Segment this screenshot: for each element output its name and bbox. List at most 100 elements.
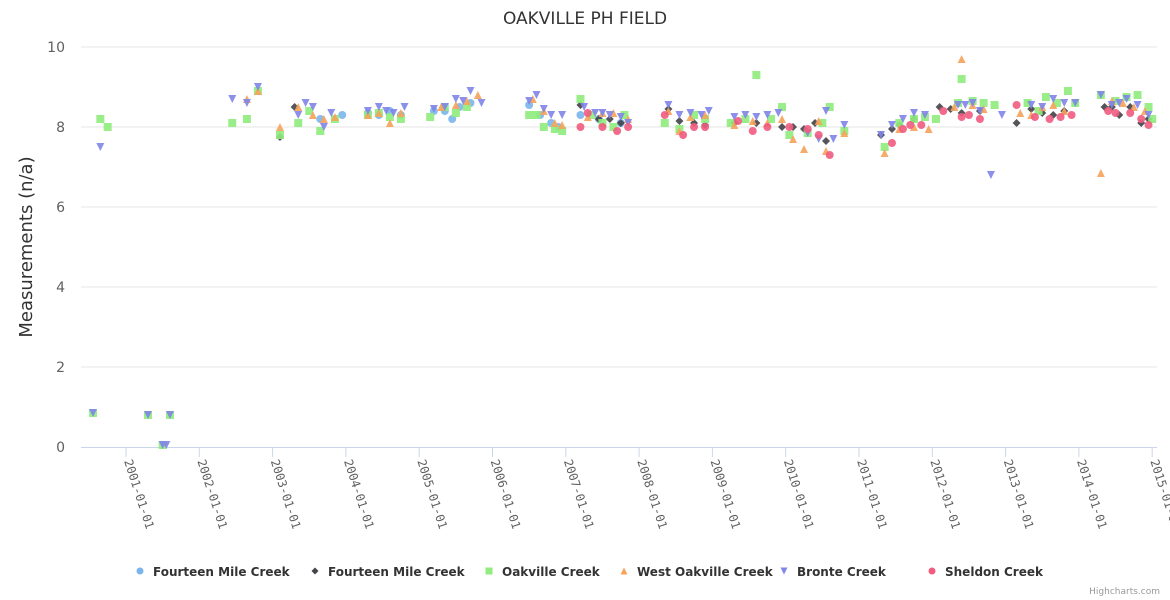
- data-point[interactable]: [89, 409, 98, 417]
- data-point[interactable]: [701, 111, 710, 119]
- data-point[interactable]: [748, 117, 757, 125]
- data-point[interactable]: [917, 121, 926, 129]
- data-point[interactable]: [162, 441, 171, 449]
- data-point[interactable]: [374, 109, 383, 117]
- data-point[interactable]: [1049, 95, 1058, 103]
- data-point[interactable]: [1038, 103, 1047, 111]
- data-point[interactable]: [1067, 111, 1076, 119]
- data-point[interactable]: [301, 99, 310, 107]
- data-point[interactable]: [382, 107, 391, 115]
- data-point[interactable]: [895, 119, 904, 127]
- data-point[interactable]: [752, 71, 761, 79]
- data-point[interactable]: [253, 83, 262, 91]
- data-point[interactable]: [624, 123, 633, 131]
- data-point[interactable]: [789, 135, 798, 143]
- data-point[interactable]: [330, 113, 339, 121]
- data-point[interactable]: [957, 55, 966, 63]
- data-point[interactable]: [525, 111, 534, 119]
- data-point[interactable]: [778, 115, 787, 123]
- legend-item[interactable]: Bronte Creek: [780, 565, 887, 579]
- data-point[interactable]: [734, 117, 743, 125]
- data-point[interactable]: [385, 119, 394, 127]
- data-point[interactable]: [451, 95, 460, 103]
- data-point[interactable]: [726, 119, 735, 127]
- data-point[interactable]: [997, 111, 1006, 119]
- data-point[interactable]: [605, 111, 614, 119]
- data-point[interactable]: [840, 129, 849, 137]
- data-point[interactable]: [953, 101, 962, 109]
- data-point[interactable]: [308, 111, 317, 119]
- data-point[interactable]: [558, 127, 567, 135]
- data-point[interactable]: [1041, 93, 1050, 101]
- data-point[interactable]: [785, 123, 794, 131]
- data-point[interactable]: [609, 123, 618, 131]
- data-point[interactable]: [598, 123, 607, 131]
- data-point[interactable]: [96, 143, 105, 151]
- data-point[interactable]: [1144, 103, 1153, 111]
- data-point[interactable]: [909, 115, 918, 123]
- data-point[interactable]: [898, 125, 907, 133]
- data-point[interactable]: [558, 121, 567, 129]
- data-point[interactable]: [1096, 169, 1105, 177]
- data-point[interactable]: [316, 127, 325, 135]
- data-point[interactable]: [939, 107, 948, 115]
- data-point[interactable]: [979, 99, 988, 107]
- data-point[interactable]: [1144, 121, 1153, 129]
- data-point[interactable]: [558, 111, 567, 119]
- data-point[interactable]: [1012, 119, 1021, 127]
- legend-item[interactable]: West Oakville Creek: [620, 565, 774, 579]
- data-point[interactable]: [440, 103, 449, 111]
- data-point[interactable]: [462, 103, 471, 111]
- data-point[interactable]: [96, 115, 105, 123]
- data-point[interactable]: [308, 103, 317, 111]
- data-point[interactable]: [1049, 101, 1058, 109]
- data-point[interactable]: [550, 125, 559, 133]
- data-point[interactable]: [701, 123, 710, 131]
- data-point[interactable]: [1137, 115, 1146, 123]
- data-point[interactable]: [990, 101, 999, 109]
- data-point[interactable]: [165, 411, 174, 419]
- data-point[interactable]: [587, 111, 596, 119]
- data-point[interactable]: [451, 101, 460, 109]
- data-point[interactable]: [459, 97, 468, 105]
- data-point[interactable]: [957, 113, 966, 121]
- data-point[interactable]: [294, 119, 303, 127]
- data-point[interactable]: [389, 109, 398, 117]
- data-point[interactable]: [961, 101, 970, 109]
- data-point[interactable]: [778, 123, 787, 131]
- data-point[interactable]: [338, 111, 347, 119]
- data-point[interactable]: [880, 143, 889, 151]
- data-point[interactable]: [1126, 109, 1135, 117]
- data-point[interactable]: [1023, 99, 1032, 107]
- data-point[interactable]: [906, 121, 915, 129]
- legend-item[interactable]: Fourteen Mile Creek: [136, 565, 291, 579]
- data-point[interactable]: [363, 107, 372, 115]
- data-point[interactable]: [616, 113, 625, 121]
- data-point[interactable]: [920, 111, 929, 119]
- data-point[interactable]: [275, 123, 284, 131]
- data-point[interactable]: [1027, 101, 1036, 109]
- data-point[interactable]: [975, 115, 984, 123]
- data-point[interactable]: [1133, 101, 1142, 109]
- data-point[interactable]: [591, 109, 600, 117]
- data-point[interactable]: [803, 125, 812, 133]
- data-point[interactable]: [1071, 99, 1080, 107]
- data-point[interactable]: [580, 103, 589, 111]
- data-point[interactable]: [319, 123, 328, 131]
- data-point[interactable]: [763, 111, 772, 119]
- data-point[interactable]: [539, 123, 548, 131]
- data-point[interactable]: [690, 123, 699, 131]
- data-point[interactable]: [1115, 99, 1124, 107]
- data-point[interactable]: [697, 111, 706, 119]
- data-point[interactable]: [748, 127, 757, 135]
- data-point[interactable]: [400, 103, 409, 111]
- data-point[interactable]: [576, 95, 585, 103]
- data-point[interactable]: [1148, 115, 1157, 123]
- data-point[interactable]: [660, 119, 669, 127]
- data-point[interactable]: [1063, 87, 1072, 95]
- data-point[interactable]: [547, 111, 556, 119]
- data-point[interactable]: [616, 119, 625, 127]
- data-point[interactable]: [1111, 109, 1120, 117]
- data-point[interactable]: [598, 109, 607, 117]
- data-point[interactable]: [825, 151, 834, 159]
